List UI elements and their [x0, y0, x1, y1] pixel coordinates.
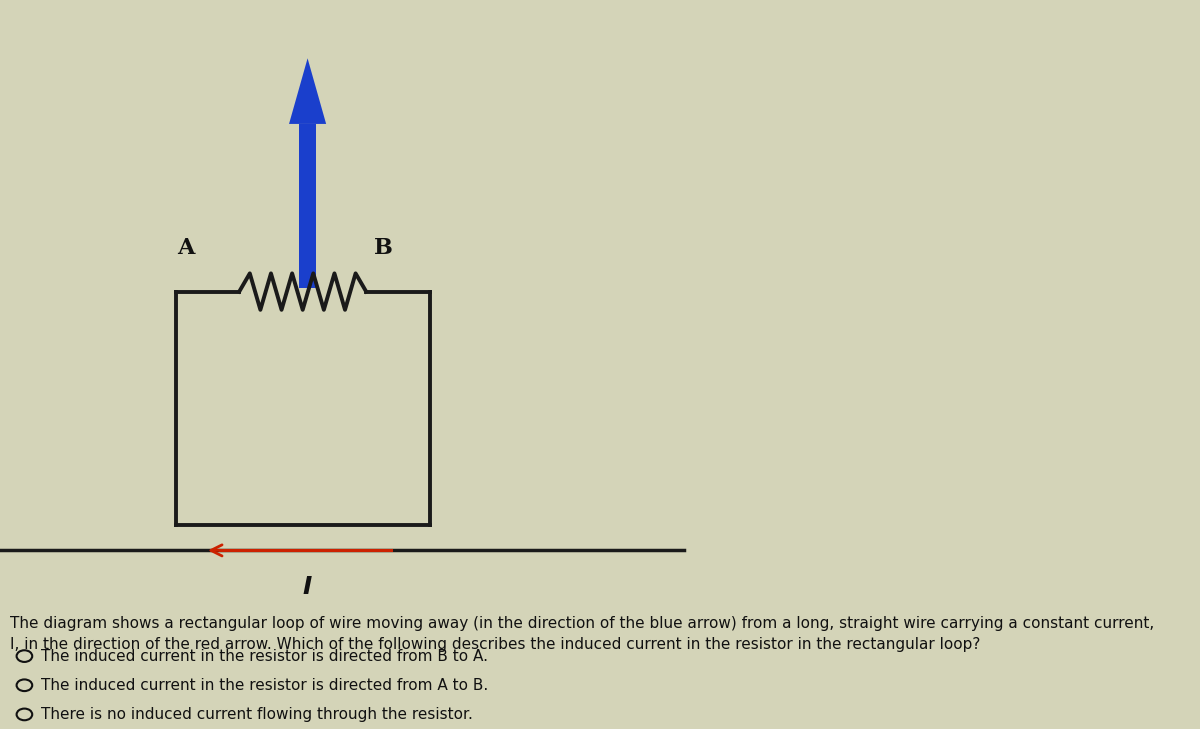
Text: The induced current in the resistor is directed from B to A.: The induced current in the resistor is d…: [41, 649, 488, 663]
Text: The induced current in the resistor is directed from A to B.: The induced current in the resistor is d…: [41, 678, 488, 693]
Text: I: I: [302, 575, 312, 599]
Text: B: B: [374, 237, 394, 259]
Text: The diagram shows a rectangular loop of wire moving away (in the direction of th: The diagram shows a rectangular loop of …: [10, 616, 1154, 652]
Text: There is no induced current flowing through the resistor.: There is no induced current flowing thro…: [41, 707, 473, 722]
Text: A: A: [176, 237, 194, 259]
Polygon shape: [289, 58, 326, 124]
Polygon shape: [299, 124, 317, 288]
